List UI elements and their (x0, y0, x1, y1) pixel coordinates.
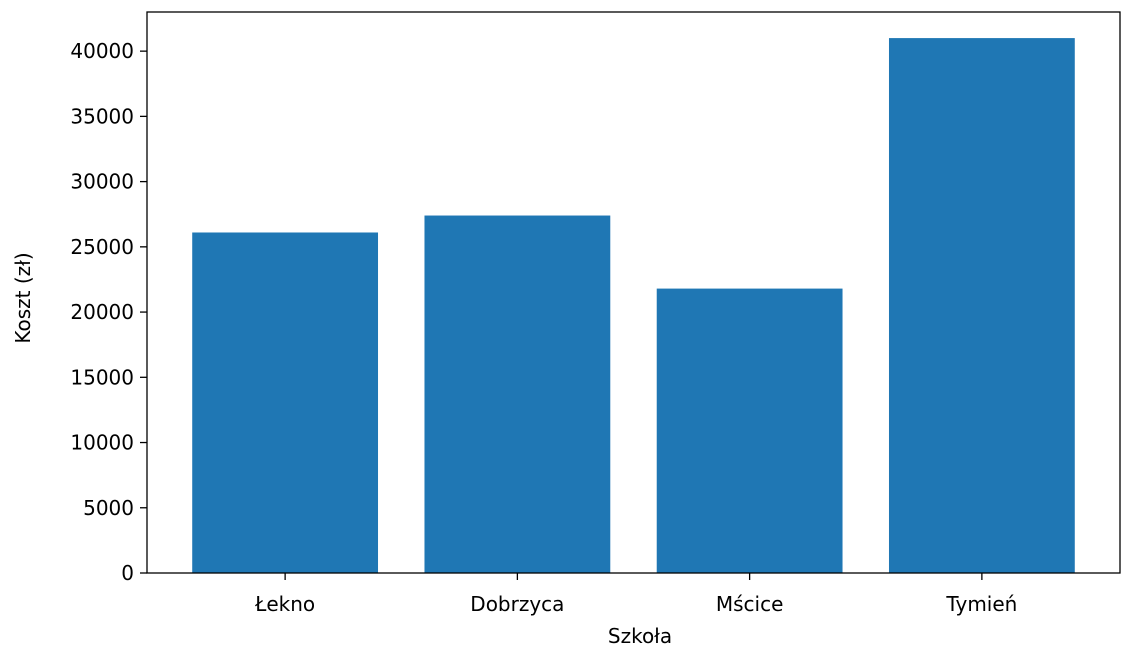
x-tick-label: Mścice (716, 592, 784, 616)
x-tick-label: Tymień (945, 592, 1017, 616)
y-tick-label: 10000 (70, 431, 134, 455)
bar-0 (192, 232, 379, 574)
bars-layer (192, 38, 1075, 574)
y-tick-label: 30000 (70, 170, 134, 194)
axes-layer (146, 11, 1121, 574)
bar-3 (888, 38, 1075, 573)
ticks-layer: Łekno Dobrzyca Mścice Tymień 0 5000 10000 15000… (70, 39, 1017, 616)
y-axis-label: Koszt (zł) (11, 252, 35, 343)
y-tick-label: 40000 (70, 39, 134, 63)
bar-2 (656, 288, 843, 573)
y-tick-label: 25000 (70, 235, 134, 259)
y-tick-label: 5000 (83, 496, 134, 520)
x-axis-label: Szkoła (608, 624, 672, 648)
y-tick-label: 35000 (70, 104, 134, 128)
y-tick-label: 15000 (70, 365, 134, 389)
y-tick-label: 0 (121, 561, 134, 585)
y-tick-label: 20000 (70, 300, 134, 324)
x-tick-label: Łekno (254, 592, 315, 616)
bar-1 (424, 215, 611, 573)
x-tick-label: Dobrzyca (470, 592, 564, 616)
plot-frame (146, 11, 1121, 574)
